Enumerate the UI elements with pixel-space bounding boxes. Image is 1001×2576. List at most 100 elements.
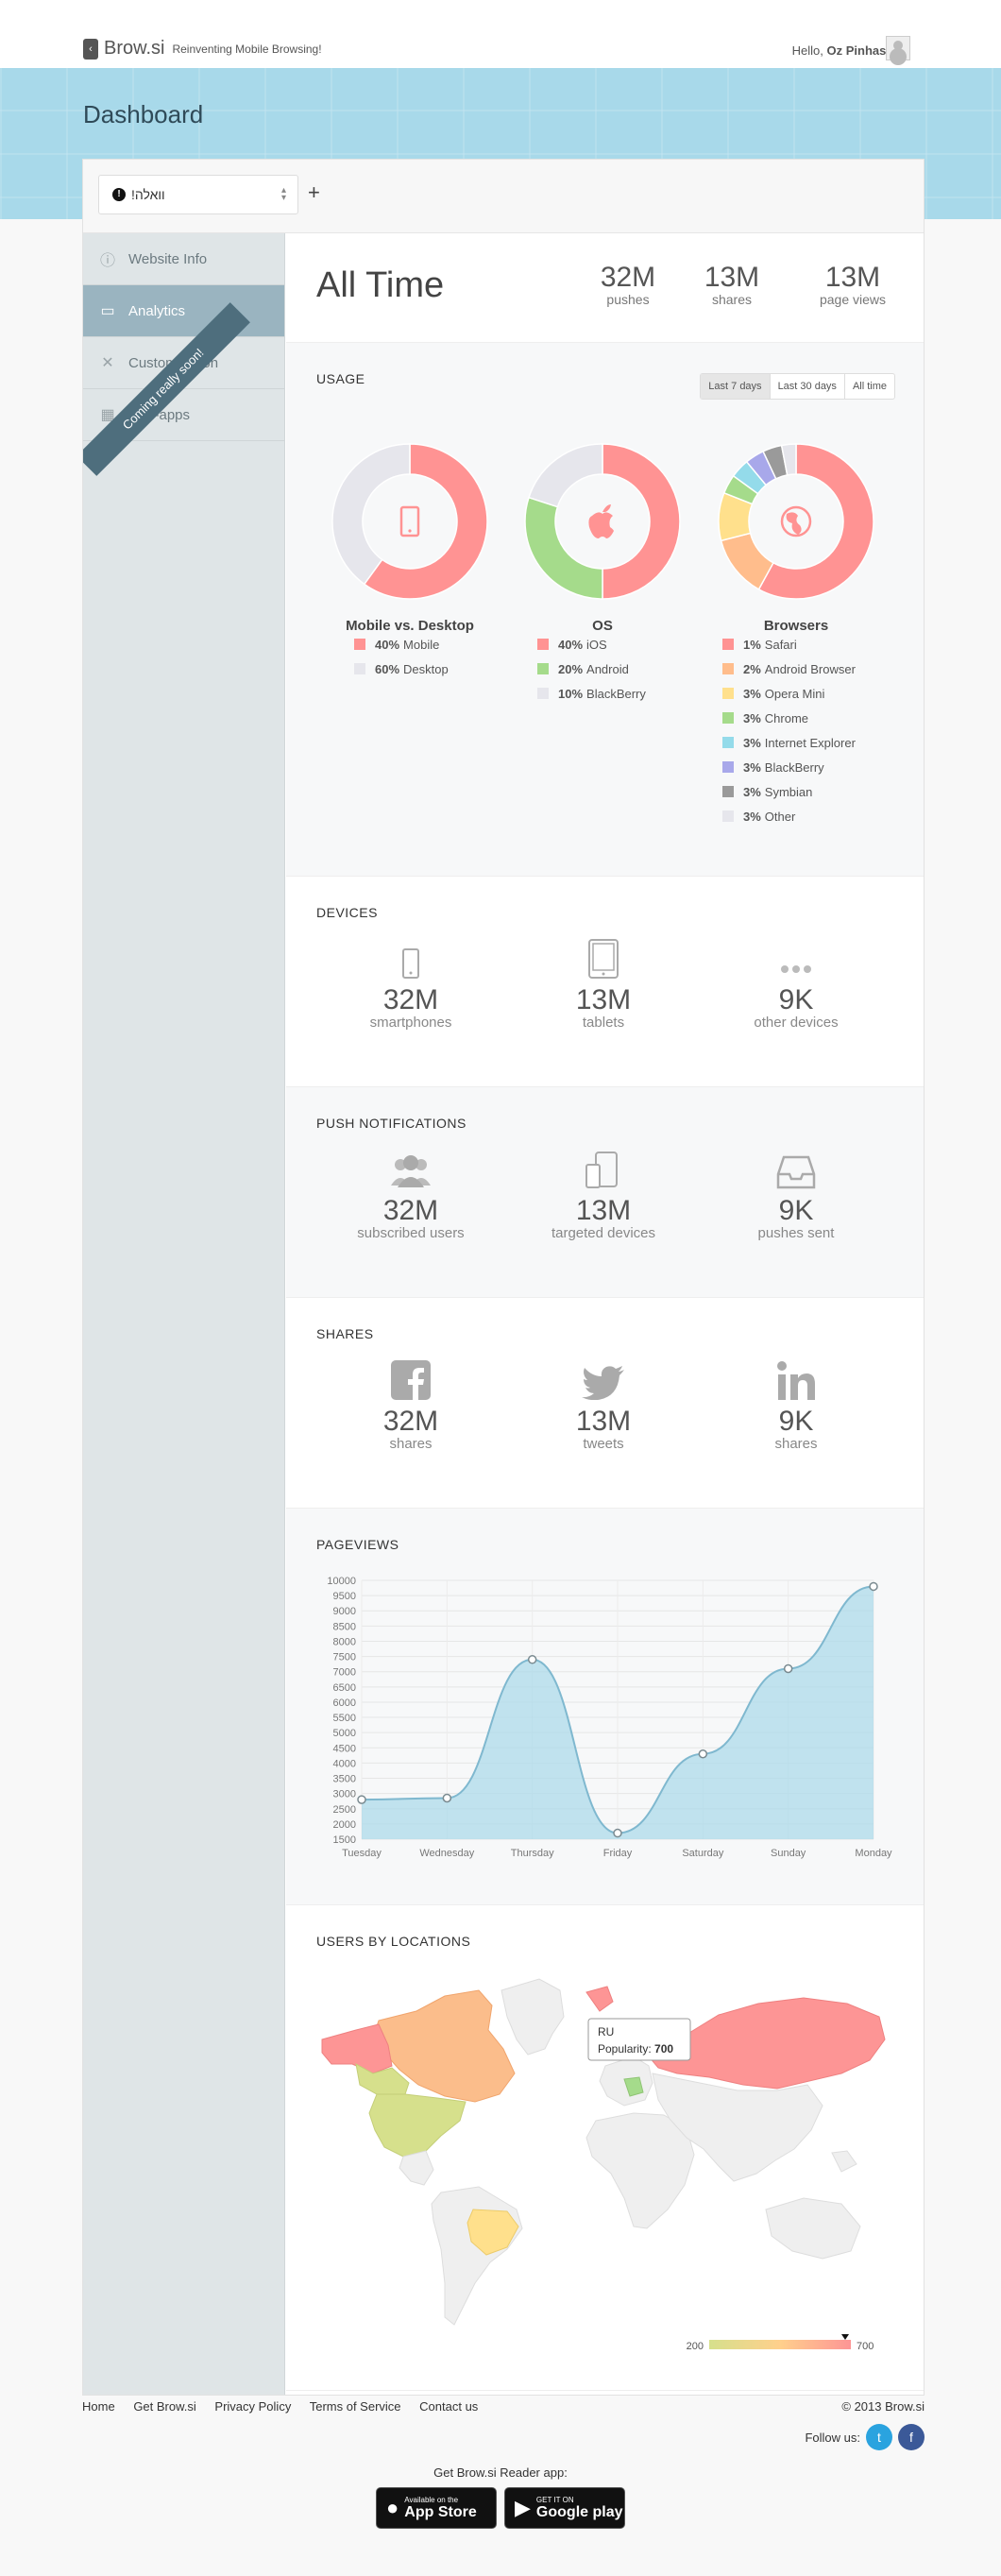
metric-label: tweets [583,1436,624,1452]
footer-link-privacy[interactable]: Privacy Policy [214,2399,292,2414]
app-store-button[interactable]: ● Available on the App Store [376,2487,497,2529]
donut-slice-other[interactable] [780,443,797,476]
metric-subscribed-users: 32M subscribed users [326,1150,496,1241]
x-tick-label: Saturday [682,1848,724,1859]
googleplay-small: GET IT ON [535,2495,574,2504]
data-point[interactable] [613,1828,622,1838]
tab-last-30-days[interactable]: Last 30 days [771,374,845,399]
legend-percent: 3% [743,710,761,725]
smartphone-icon [326,939,496,979]
tab-all-time[interactable]: All time [852,381,887,392]
data-point[interactable] [698,1749,708,1759]
follow-us: Follow us: t f [805,2424,925,2450]
metric-value: 13M [575,1406,632,1437]
get-app-label: Get Brow.si Reader app: [433,2465,568,2480]
facebook-icon [326,1360,496,1400]
push-title: PUSH NOTIFICATIONS [316,1116,467,1131]
metric-linkedin-shares: 9K shares [711,1360,881,1452]
x-tick-label: Friday [603,1848,633,1859]
locations-title: USERS BY LOCATIONS [316,1934,471,1949]
footer-link-home[interactable]: Home [82,2399,115,2414]
push-section: PUSH NOTIFICATIONS 32M subscribed users … [286,1087,924,1298]
footer-link-contact[interactable]: Contact us [419,2399,479,2414]
legend-percent: 60% [375,661,400,676]
appstore-small: Available on the [404,2495,459,2504]
logo[interactable]: ‹ Brow.si Reinventing Mobile Browsing! [83,38,322,60]
twitter-follow-icon[interactable]: t [866,2424,892,2450]
sidebar-item-analytics[interactable]: ▭ Analytics [83,285,284,337]
stat-label: page views [819,292,887,307]
legend-item: 20% Android [537,657,646,681]
google-play-button[interactable]: ▶ GET IT ON Google play [504,2487,625,2529]
scale-min: 200 [687,2341,704,2352]
sidebar-item-label: Website Info [128,250,208,267]
donut-slice-mobile[interactable] [363,443,488,600]
legend-label: Mobile [403,637,440,652]
donut-slice-blackberry[interactable] [528,443,603,508]
copyright: © 2013 Brow.si [841,2399,925,2414]
tooltip-country: RU [598,2025,614,2039]
legend-label: Symbian [764,784,813,799]
tools-icon: ✕ [101,355,114,371]
x-tick-label: Monday [855,1848,892,1859]
legend-mobile-desktop: 40% Mobile 60% Desktop [354,632,449,681]
y-tick-label: 2500 [333,1804,356,1816]
legend-percent: 3% [743,809,761,824]
facebook-follow-icon[interactable]: f [898,2424,925,2450]
donut-chart [331,443,488,600]
site-selector-value: !וואלה [131,187,165,202]
donut-slice-desktop[interactable] [331,443,411,586]
data-point[interactable] [442,1793,452,1803]
metric-label: smartphones [369,1015,452,1031]
legend-item: 3% BlackBerry [722,755,856,779]
footer-link-terms[interactable]: Terms of Service [309,2399,401,2414]
tagline: Reinventing Mobile Browsing! [172,42,322,56]
add-site-button[interactable]: + [308,180,320,204]
legend-swatch [537,639,549,650]
y-tick-label: 3000 [333,1789,356,1800]
site-selector[interactable]: ! !וואלה ▴ ▾ [98,175,298,214]
legend-label: Android [586,661,629,676]
world-map[interactable]: RU Popularity: 700 200 700 [313,1962,898,2378]
legend-item: 1% Safari [722,632,856,657]
users-icon [326,1150,496,1189]
footer-link-get-browsi[interactable]: Get Brow.si [133,2399,196,2414]
sidebar-item-website-info[interactable]: ⓘ Website Info [83,233,284,285]
footer-links: Home Get Brow.si Privacy Policy Terms of… [82,2399,925,2414]
donut-slice-safari[interactable] [757,443,874,600]
metric-value: 32M [382,1406,439,1437]
twitter-icon [518,1360,688,1400]
avatar[interactable] [886,36,910,60]
stat-value: 13M [824,262,881,293]
stat-shares: 13M shares [694,262,770,307]
legend-label: BlackBerry [764,759,824,775]
metric-other-devices: 9K other devices [711,939,881,1031]
legend-swatch [722,761,734,773]
donut-slice-android[interactable] [524,496,603,600]
donut-slice-ios[interactable] [602,443,681,600]
data-point[interactable] [783,1663,793,1674]
tab-last-7-days[interactable]: Last 7 days [701,374,771,399]
donut-title: OS [592,618,613,634]
data-point[interactable] [527,1655,537,1664]
data-point[interactable] [357,1795,366,1804]
legend-swatch [722,737,734,748]
devices-section: DEVICES 32M smartphones 13M tablets 9K o… [286,877,924,1087]
alltime-title: All Time [316,265,445,305]
follow-label: Follow us: [805,2430,860,2445]
data-point[interactable] [869,1581,878,1592]
range-tabs: Last 7 days Last 30 days All time [700,373,895,400]
sidebar-item-label: Analytics [128,302,186,319]
legend-item: 3% Opera Mini [722,681,856,706]
stat-label: shares [711,292,753,307]
metric-label: subscribed users [357,1225,465,1241]
legend-label: BlackBerry [586,686,646,701]
metric-tweets: 13M tweets [518,1360,688,1452]
legend-label: iOS [586,637,607,652]
legend-label: Chrome [764,710,809,725]
metric-value: 13M [575,984,632,1015]
legend-percent: 3% [743,686,761,701]
greeting-prefix: Hello, [791,43,827,58]
locations-section: USERS BY LOCATIONS [286,1905,924,2391]
user-greeting[interactable]: Hello, Oz Pinhas! [792,43,890,58]
